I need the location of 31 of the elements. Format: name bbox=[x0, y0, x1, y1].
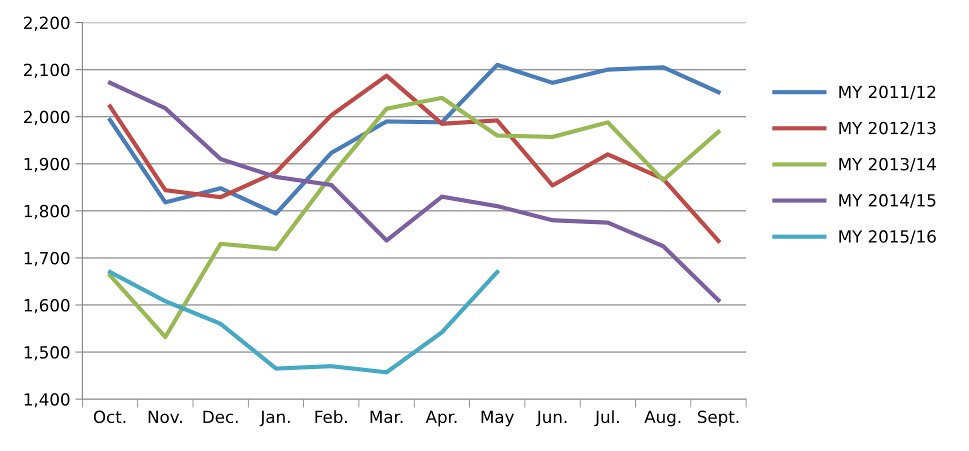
y-tick-label: 2,200 bbox=[24, 16, 70, 31]
y-tick-label: 1,400 bbox=[24, 393, 70, 408]
legend-label: MY 2011/12 bbox=[839, 86, 936, 100]
y-tick-label: 2,100 bbox=[24, 64, 70, 78]
legend-label: MY 2013/14 bbox=[839, 158, 936, 172]
x-tick-label: Oct. bbox=[94, 410, 126, 424]
legend-label: MY 2012/13 bbox=[839, 122, 936, 136]
legend-label: MY 2014/15 bbox=[839, 194, 936, 208]
x-tick-label: Nov. bbox=[148, 410, 182, 424]
x-tick-label: Aug. bbox=[644, 410, 680, 426]
legend-label: MY 2015/16 bbox=[839, 230, 936, 244]
x-tick-label: Mar. bbox=[370, 410, 402, 424]
y-tick-label: 1,600 bbox=[24, 298, 70, 314]
line-series bbox=[108, 96, 721, 340]
x-tick-label: Jun. bbox=[536, 410, 566, 426]
y-tick-label: 1,500 bbox=[24, 346, 70, 360]
y-tick-label: 1,800 bbox=[24, 204, 70, 220]
x-tick-label: Jul. bbox=[594, 410, 619, 426]
line-series bbox=[108, 80, 721, 302]
y-tick-label: 1,900 bbox=[24, 158, 70, 172]
y-tick-label: 2,000 bbox=[24, 110, 70, 125]
x-tick-label: Apr. bbox=[426, 410, 456, 426]
x-tick-label: Jan. bbox=[260, 410, 290, 426]
line-series bbox=[108, 74, 721, 244]
y-tick-label: 1,700 bbox=[24, 252, 70, 266]
line-series bbox=[108, 270, 500, 374]
x-tick-label: May bbox=[482, 410, 514, 426]
x-tick-label: Feb. bbox=[316, 410, 347, 424]
x-tick-label: Sept. bbox=[698, 410, 738, 426]
x-tick-label: Dec. bbox=[204, 410, 238, 424]
line-series bbox=[108, 62, 721, 216]
